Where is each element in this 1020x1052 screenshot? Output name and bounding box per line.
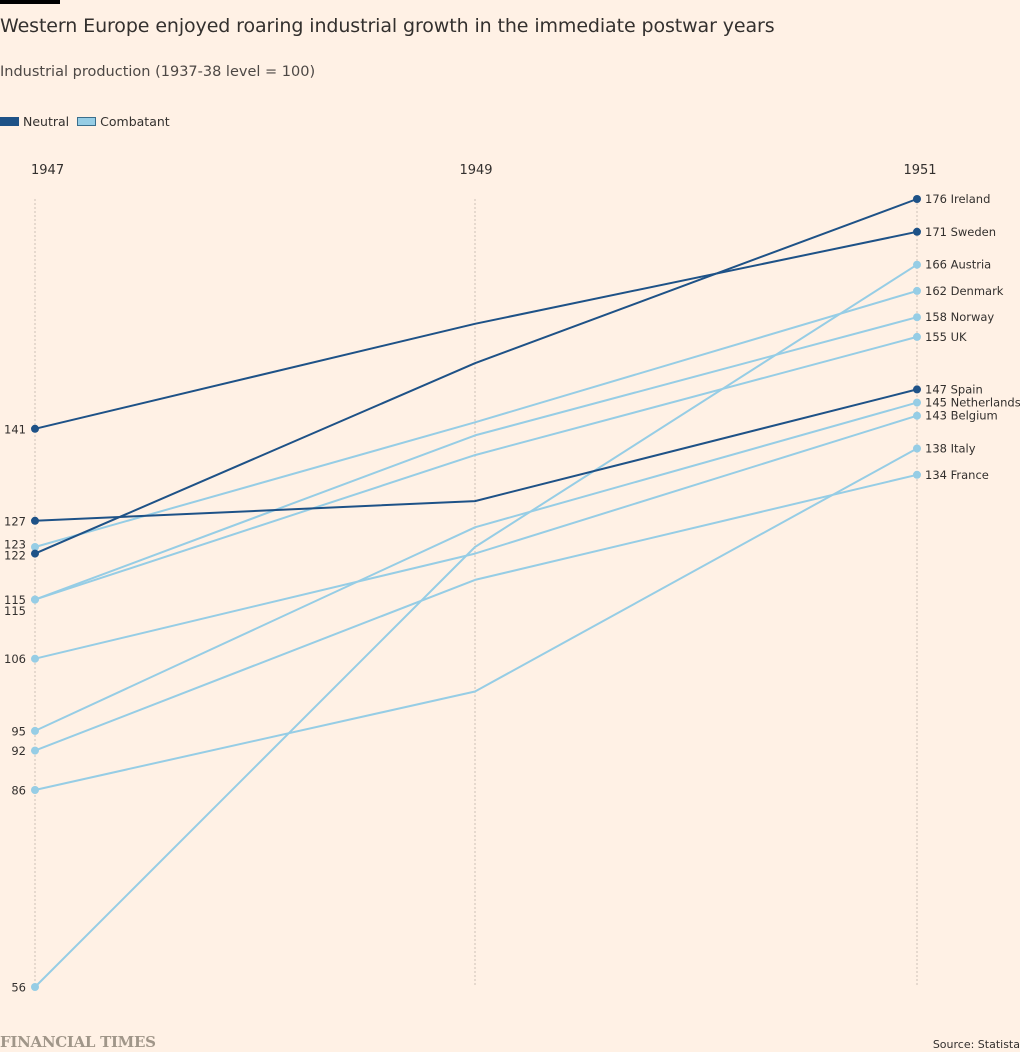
legend-swatch-neutral	[0, 117, 19, 126]
data-points	[31, 195, 921, 991]
point-italy-1947	[31, 786, 39, 794]
start-value-label: 56	[11, 981, 26, 995]
series-line-italy	[34, 447, 918, 791]
point-sweden-1947	[31, 424, 39, 433]
series-line-norway	[34, 316, 918, 601]
legend-label-neutral: Neutral	[23, 114, 70, 129]
legend-item-combatant: Combatant	[77, 114, 170, 129]
legend: Neutral Combatant	[0, 114, 178, 129]
start-value-label: 141	[4, 422, 26, 436]
point-spain-1951	[913, 385, 921, 394]
end-value-label: 155 UK	[925, 330, 967, 344]
end-value-label: 158 Norway	[925, 310, 994, 324]
point-ireland-1951	[913, 195, 921, 203]
point-denmark-1951	[913, 286, 921, 295]
point-denmark-1947	[31, 543, 39, 551]
end-value-label: 134 France	[925, 468, 989, 482]
point-spain-1947	[31, 516, 39, 525]
point-ireland-1947	[31, 549, 39, 558]
point-sweden-1951	[913, 227, 921, 236]
x-tick-label: 1951	[903, 163, 936, 178]
point-austria-1947	[31, 983, 39, 991]
point-norway-1951	[913, 313, 921, 322]
neutral-lines	[34, 198, 918, 555]
point-belgium-1947	[31, 654, 39, 663]
point-france-1951	[913, 470, 921, 479]
x-tick-label: 1947	[31, 163, 64, 178]
start-value-label: 95	[11, 724, 26, 738]
series-line-austria	[34, 263, 918, 988]
series-line-sweden	[34, 230, 918, 430]
end-value-label: 145 Netherlands	[925, 396, 1020, 410]
point-france-1947	[31, 746, 39, 755]
point-belgium-1951	[913, 411, 921, 420]
legend-label-combatant: Combatant	[100, 114, 170, 129]
legend-swatch-combatant	[77, 117, 97, 126]
point-austria-1951	[913, 260, 921, 269]
start-value-label: 86	[11, 784, 26, 798]
x-tick-label: 1949	[459, 163, 492, 178]
start-value-label: 123	[4, 538, 26, 552]
source-note: Source: Statista	[932, 1038, 1020, 1051]
legend-item-neutral: Neutral	[0, 114, 69, 129]
series-line-spain	[34, 388, 918, 522]
start-value-label: 122	[4, 549, 26, 563]
start-value-label: 106	[4, 652, 26, 666]
point-uk-1947	[31, 595, 39, 604]
gridlines	[34, 199, 918, 987]
end-value-label: 162 Denmark	[925, 284, 1004, 298]
end-value-label: 176 Ireland	[925, 192, 990, 206]
end-value-label: 166 Austria	[925, 258, 991, 272]
combatant-lines	[34, 263, 918, 988]
ft-logo: FINANCIAL TIMES	[0, 1033, 156, 1051]
series-line-denmark	[34, 289, 918, 548]
end-value-label: 143 Belgium	[925, 409, 998, 423]
chart-title: Western Europe enjoyed roaring industria…	[0, 15, 775, 37]
point-netherlands-1947	[31, 726, 39, 735]
start-value-label: 127	[4, 514, 26, 528]
start-value-label: 115	[4, 604, 26, 618]
point-uk-1951	[913, 332, 921, 341]
series-line-france	[34, 473, 918, 752]
series-line-belgium	[34, 414, 918, 660]
point-netherlands-1951	[913, 398, 921, 407]
series-line-ireland	[34, 198, 918, 555]
point-italy-1951	[913, 444, 921, 453]
chart-subtitle: Industrial production (1937-38 level = 1…	[0, 64, 316, 80]
end-value-label: 171 Sweden	[925, 225, 996, 239]
end-value-label: 147 Spain	[925, 382, 983, 396]
end-value-label: 138 Italy	[925, 442, 976, 456]
series-line-uk	[34, 335, 918, 601]
start-value-label: 92	[11, 744, 26, 758]
x-axis-labels: 1947 1949 1951	[31, 163, 937, 178]
start-value-label: 115	[4, 593, 26, 607]
brand-top-bar	[0, 0, 60, 4]
series-line-netherlands	[34, 401, 918, 732]
